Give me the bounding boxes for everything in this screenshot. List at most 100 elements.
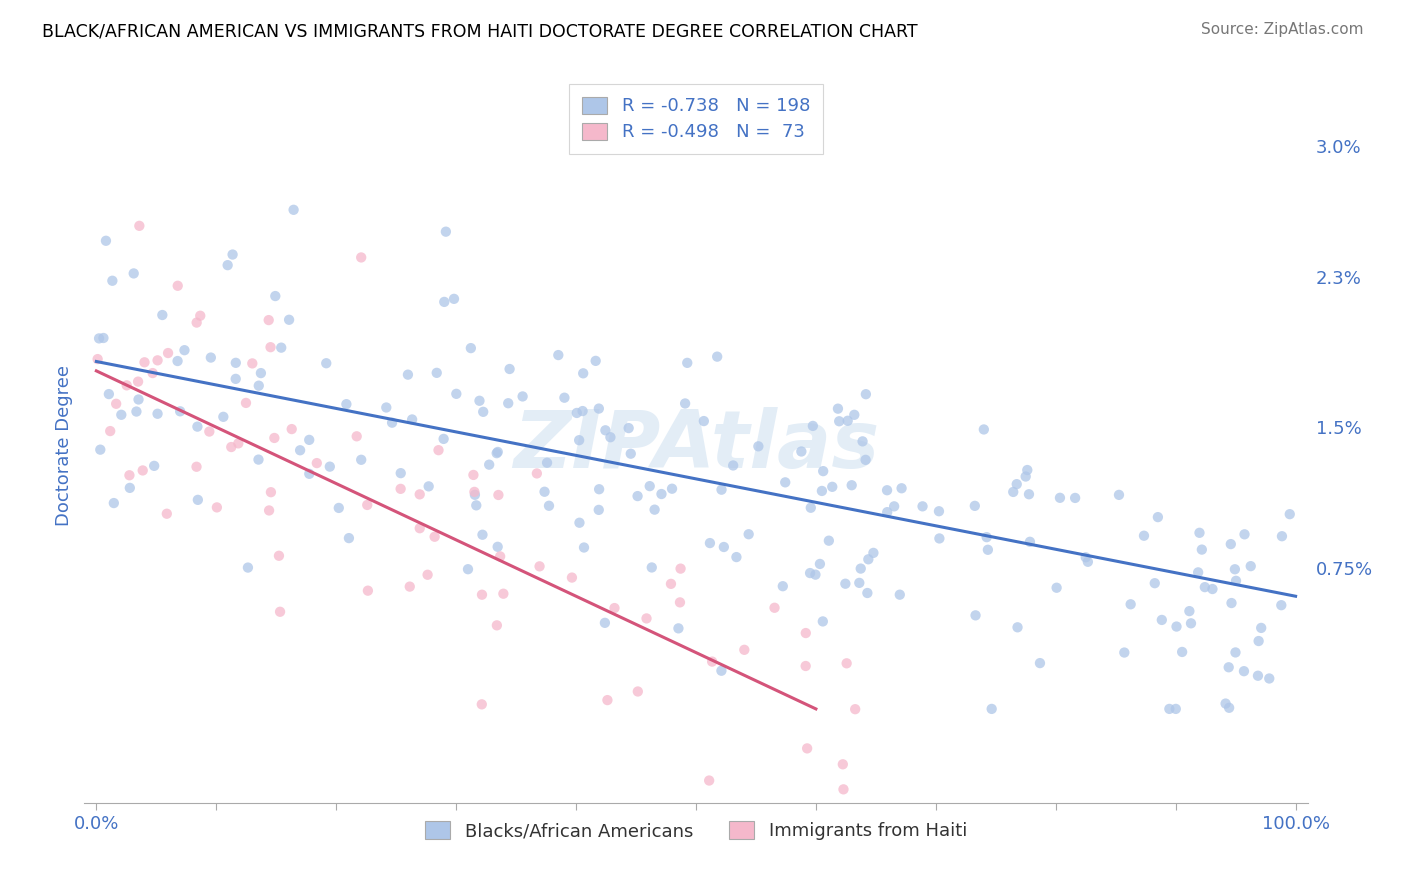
Point — [596, 693, 619, 707]
Point — [1247, 669, 1270, 683]
Point — [547, 348, 569, 362]
Point — [375, 401, 398, 415]
Point — [821, 480, 844, 494]
Point — [260, 485, 283, 500]
Point — [963, 499, 986, 513]
Point — [827, 401, 849, 416]
Point — [217, 258, 239, 272]
Point — [801, 418, 824, 433]
Point — [1218, 700, 1240, 714]
Point — [1178, 604, 1201, 618]
Point — [319, 459, 342, 474]
Point — [811, 464, 834, 478]
Point — [1002, 484, 1025, 499]
Point — [928, 532, 950, 546]
Point — [401, 412, 423, 426]
Point — [166, 354, 188, 368]
Point — [1029, 656, 1052, 670]
Point — [772, 579, 794, 593]
Point — [166, 278, 188, 293]
Point — [463, 467, 485, 482]
Point — [862, 546, 884, 560]
Point — [1143, 576, 1166, 591]
Point — [794, 659, 817, 673]
Point — [434, 225, 457, 239]
Point — [305, 456, 328, 470]
Point — [409, 487, 432, 501]
Point — [603, 601, 626, 615]
Point — [157, 346, 180, 360]
Point — [572, 541, 595, 555]
Y-axis label: Doctorate Degree: Doctorate Degree — [55, 366, 73, 526]
Point — [537, 499, 560, 513]
Point — [1119, 597, 1142, 611]
Point — [1133, 529, 1156, 543]
Point — [127, 375, 149, 389]
Point — [186, 419, 208, 434]
Point — [146, 353, 169, 368]
Point — [381, 416, 404, 430]
Text: Source: ZipAtlas.com: Source: ZipAtlas.com — [1201, 22, 1364, 37]
Point — [446, 387, 468, 401]
Point — [1188, 525, 1211, 540]
Point — [737, 527, 759, 541]
Point — [328, 500, 350, 515]
Point — [1114, 646, 1136, 660]
Point — [973, 422, 995, 436]
Point — [1046, 581, 1069, 595]
Point — [105, 397, 128, 411]
Point — [257, 313, 280, 327]
Point — [143, 458, 166, 473]
Point — [773, 475, 796, 490]
Point — [1147, 510, 1170, 524]
Point — [593, 615, 616, 630]
Point — [673, 396, 696, 410]
Point — [465, 499, 488, 513]
Point — [1015, 469, 1038, 483]
Point — [115, 378, 138, 392]
Point — [280, 422, 302, 436]
Point — [134, 355, 156, 369]
Point — [911, 500, 934, 514]
Point — [1194, 580, 1216, 594]
Point — [588, 401, 610, 416]
Point — [811, 615, 834, 629]
Point — [747, 439, 769, 453]
Point — [669, 561, 692, 575]
Point — [169, 404, 191, 418]
Point — [94, 234, 117, 248]
Point — [257, 503, 280, 517]
Point — [150, 308, 173, 322]
Point — [571, 404, 593, 418]
Point — [553, 391, 575, 405]
Point — [1017, 463, 1039, 477]
Point — [433, 432, 456, 446]
Point — [264, 289, 287, 303]
Point — [848, 575, 870, 590]
Text: ZIPAtlas: ZIPAtlas — [513, 407, 879, 485]
Point — [443, 292, 465, 306]
Point — [1278, 507, 1301, 521]
Point — [889, 588, 911, 602]
Point — [122, 267, 145, 281]
Point — [512, 389, 534, 403]
Point — [225, 356, 247, 370]
Point — [697, 773, 720, 788]
Point — [808, 557, 831, 571]
Point — [1225, 645, 1247, 659]
Point — [460, 341, 482, 355]
Point — [1077, 555, 1099, 569]
Point — [263, 431, 285, 445]
Point — [489, 549, 512, 564]
Point — [858, 552, 880, 566]
Point — [529, 559, 551, 574]
Point — [599, 430, 621, 444]
Point — [1270, 598, 1292, 612]
Point — [796, 741, 818, 756]
Point — [1171, 645, 1194, 659]
Point — [763, 600, 786, 615]
Point — [1019, 534, 1042, 549]
Point — [976, 530, 998, 544]
Point — [561, 571, 583, 585]
Point — [706, 350, 728, 364]
